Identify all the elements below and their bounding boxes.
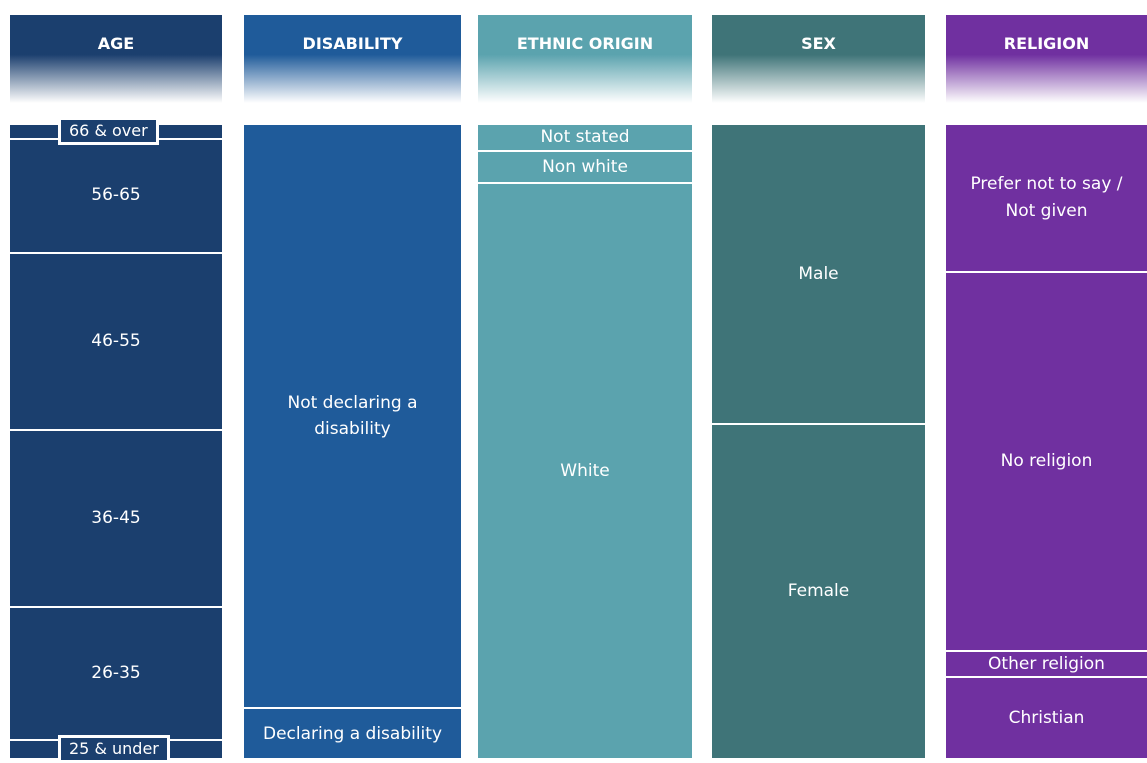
segment-label: Christian bbox=[1008, 707, 1085, 728]
segment-label: 46-55 bbox=[91, 331, 141, 352]
column-header: ETHNIC ORIGIN bbox=[478, 15, 692, 103]
segment: Other religion bbox=[946, 650, 1147, 676]
segment: No religion bbox=[946, 270, 1147, 651]
column: Not stated Non white White bbox=[478, 125, 692, 758]
segment-label: Female bbox=[787, 581, 850, 602]
segment: 56-65 bbox=[10, 137, 222, 252]
segment: Prefer not to say / Not given bbox=[946, 125, 1147, 271]
column-header: AGE bbox=[10, 15, 222, 103]
segment: Declaring a disability bbox=[244, 707, 461, 758]
segment-label: Not stated bbox=[540, 127, 630, 148]
segment: 36-45 bbox=[10, 428, 222, 607]
segment: 46-55 bbox=[10, 251, 222, 429]
column-header: SEX bbox=[712, 15, 925, 103]
segment: Christian bbox=[946, 675, 1147, 758]
segment-label: Not declaring a disability bbox=[287, 392, 418, 440]
segment: Male bbox=[712, 125, 925, 423]
column: Prefer not to say / Not given No religion… bbox=[946, 125, 1147, 758]
segment-label: 26-35 bbox=[91, 663, 141, 684]
column: Male Female bbox=[712, 125, 925, 758]
segment-label: Prefer not to say / Not given bbox=[970, 174, 1123, 221]
segment: Not stated bbox=[478, 125, 692, 151]
column: Not declaring a disability Declaring a di… bbox=[244, 125, 461, 758]
column: 66 & over 56-65 46-55 36-45 26-35 25 & under bbox=[10, 117, 222, 763]
segment-label: Male bbox=[798, 263, 839, 284]
segment-label: No religion bbox=[1000, 451, 1093, 472]
segment-label: Other religion bbox=[988, 653, 1105, 674]
segment: Female bbox=[712, 422, 925, 758]
segment-label: 66 & over bbox=[58, 117, 159, 146]
segment: Non white bbox=[478, 150, 692, 182]
segment: White bbox=[478, 181, 692, 758]
segment-label: 36-45 bbox=[91, 508, 141, 529]
segment: Not declaring a disability bbox=[244, 125, 461, 708]
column-header: RELIGION bbox=[946, 15, 1147, 103]
segment-label: 56-65 bbox=[91, 185, 141, 206]
segment-label: 25 & under bbox=[58, 734, 170, 763]
column-header: DISABILITY bbox=[244, 15, 461, 103]
segment-label: White bbox=[560, 460, 610, 481]
segment-label: Declaring a disability bbox=[262, 723, 442, 744]
segment-label: Non white bbox=[542, 156, 628, 177]
segment: 26-35 bbox=[10, 606, 222, 739]
